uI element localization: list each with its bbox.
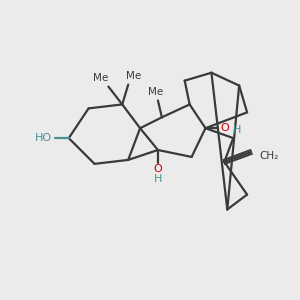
Text: CH₂: CH₂ [259,151,278,161]
Text: HO: HO [34,133,52,143]
Text: H: H [233,125,242,135]
Text: O: O [220,123,229,133]
Text: O: O [154,164,162,174]
Text: Me: Me [125,71,141,81]
Text: Me: Me [93,73,108,83]
Text: Me: Me [148,86,164,97]
Text: H: H [154,174,162,184]
